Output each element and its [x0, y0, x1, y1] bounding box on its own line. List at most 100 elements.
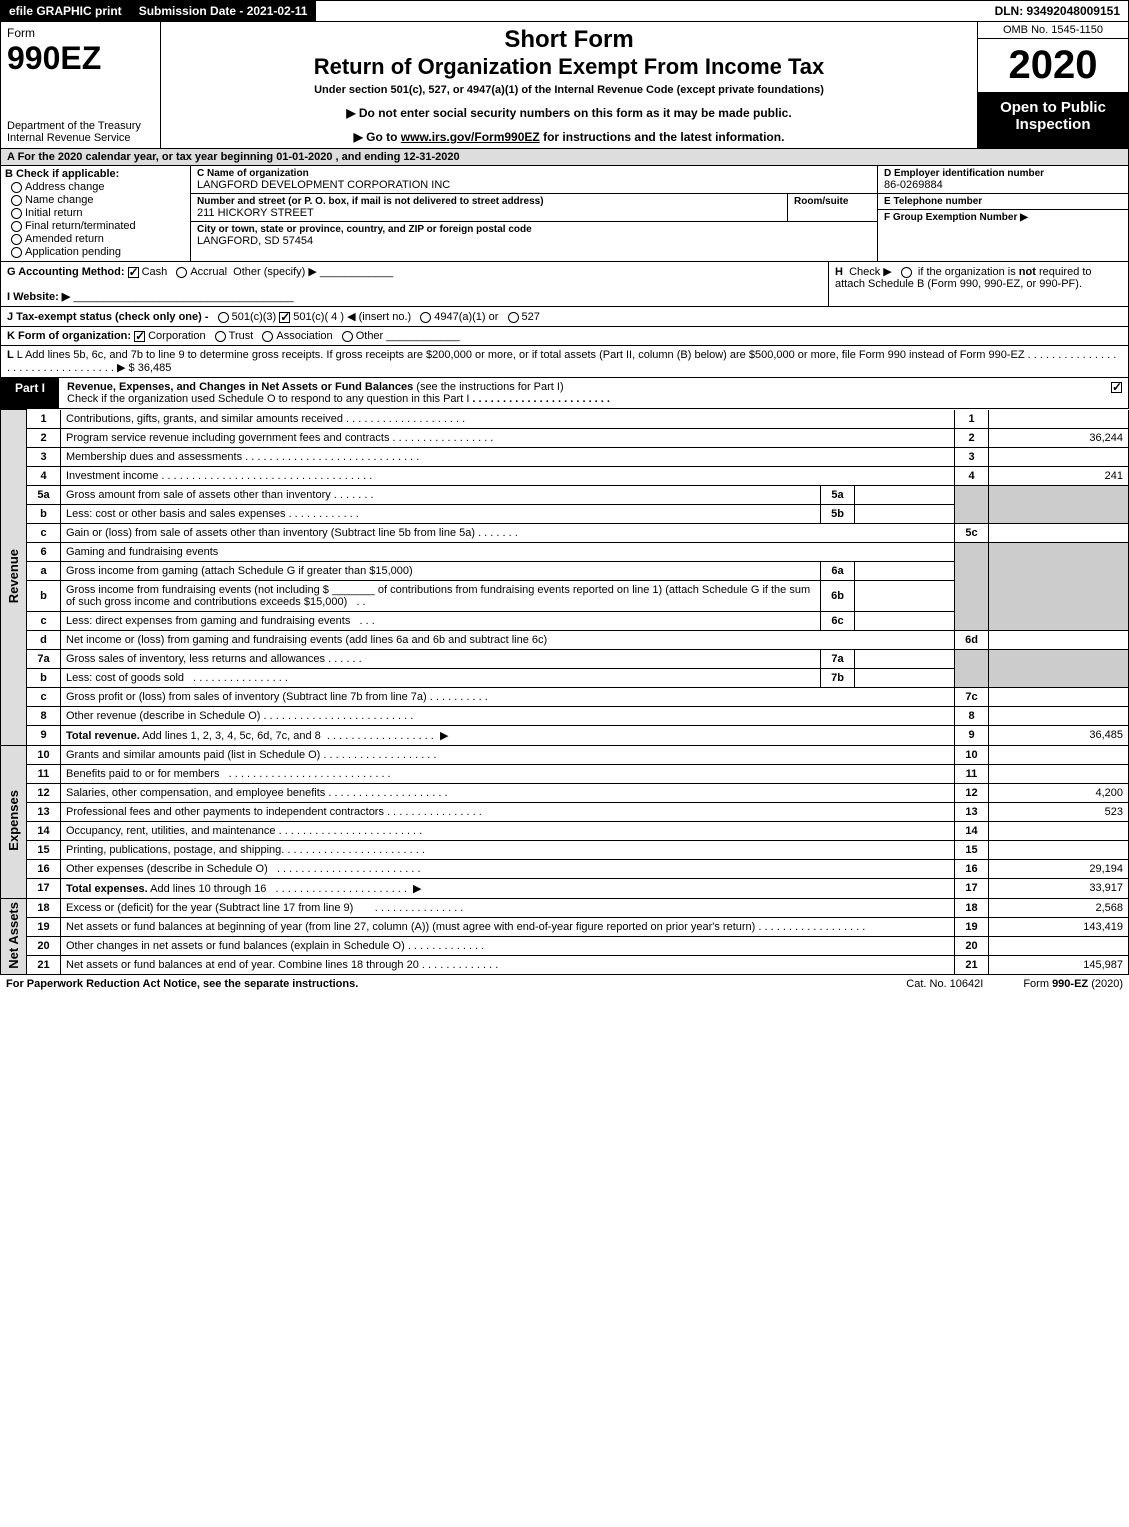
section-c: C Name of organization LANGFORD DEVELOPM…: [191, 166, 878, 261]
line11-num: 11: [27, 764, 61, 783]
line6c-sub: 6c: [821, 611, 855, 630]
assoc-checkbox[interactable]: [262, 331, 273, 342]
gross-receipts: ▶ $ 36,485: [117, 362, 171, 374]
line8-desc: Other revenue (describe in Schedule O) .…: [61, 706, 955, 725]
name-change-label: Name change: [25, 194, 94, 206]
line13-desc: Professional fees and other payments to …: [61, 802, 955, 821]
city-value: LANGFORD, SD 57454: [197, 235, 871, 247]
line6b-desc: Gross income from fundraising events (no…: [61, 580, 821, 611]
form-org-label: K Form of organization:: [7, 330, 131, 342]
line6b-sub: 6b: [821, 580, 855, 611]
cat-no: Cat. No. 10642I: [906, 978, 983, 990]
line17-num: 17: [27, 878, 61, 898]
website-label: I Website: ▶: [7, 291, 70, 303]
527-checkbox[interactable]: [508, 312, 519, 323]
line11-desc: Benefits paid to or for members . . . . …: [61, 764, 955, 783]
line16-ref: 16: [955, 859, 989, 878]
line6c-subval: [855, 611, 955, 630]
part1-check-line: Check if the organization used Schedule …: [67, 393, 469, 405]
line21-val: 145,987: [989, 956, 1129, 975]
schedule-b-checkbox[interactable]: [901, 267, 912, 278]
4947-label: 4947(a)(1) or: [434, 311, 498, 323]
header-right: OMB No. 1545-1150 2020 Open to Public In…: [978, 22, 1128, 148]
instructions-link-line: ▶ Go to www.irs.gov/Form990EZ for instru…: [169, 130, 969, 144]
line5c-ref: 5c: [955, 523, 989, 542]
line16-desc: Other expenses (describe in Schedule O) …: [61, 859, 955, 878]
part1-header-row: Part I Revenue, Expenses, and Changes in…: [0, 378, 1129, 409]
line12-desc: Salaries, other compensation, and employ…: [61, 783, 955, 802]
ssn-warning: ▶ Do not enter social security numbers o…: [169, 106, 969, 120]
line6c-num: c: [27, 611, 61, 630]
line3-desc: Membership dues and assessments . . . . …: [61, 447, 955, 466]
form-word: Form: [7, 26, 154, 40]
form-header: Form 990EZ Department of the Treasury In…: [0, 22, 1129, 149]
section-j: J Tax-exempt status (check only one) - 5…: [0, 307, 1129, 327]
cash-label: Cash: [142, 266, 168, 278]
line21-desc: Net assets or fund balances at end of ye…: [61, 956, 955, 975]
initial-return-checkbox[interactable]: [11, 208, 22, 219]
line5c-desc: Gain or (loss) from sale of assets other…: [61, 523, 955, 542]
line18-ref: 18: [955, 898, 989, 917]
line1-ref: 1: [955, 410, 989, 429]
corp-checkbox[interactable]: [134, 331, 145, 342]
addr-change-checkbox[interactable]: [11, 182, 22, 193]
trust-checkbox[interactable]: [215, 331, 226, 342]
topbar-spacer: [316, 1, 986, 21]
501c3-checkbox[interactable]: [218, 312, 229, 323]
org-name-label: C Name of organization: [197, 168, 871, 179]
line5-shade: [955, 485, 989, 523]
line9-val: 36,485: [989, 725, 1129, 745]
line11-ref: 11: [955, 764, 989, 783]
527-label: 527: [522, 311, 540, 323]
phone-label: E Telephone number: [884, 196, 1122, 207]
other-method-label: Other (specify) ▶: [233, 266, 317, 278]
app-pending-label: Application pending: [25, 246, 121, 258]
accrual-checkbox[interactable]: [176, 267, 187, 278]
4947-checkbox[interactable]: [420, 312, 431, 323]
line17-desc: Total expenses. Add lines 10 through 16 …: [61, 878, 955, 898]
submission-date: Submission Date - 2021-02-11: [131, 1, 317, 21]
line6a-num: a: [27, 561, 61, 580]
line6-shade-val: [989, 542, 1129, 630]
street-value: 211 HICKORY STREET: [197, 207, 781, 219]
name-change-checkbox[interactable]: [11, 195, 22, 206]
line2-val: 36,244: [989, 428, 1129, 447]
tax-year: 2020: [978, 39, 1128, 93]
app-pending-checkbox[interactable]: [11, 247, 22, 258]
section-gh: G Accounting Method: Cash Accrual Other …: [0, 262, 1129, 307]
501c-checkbox[interactable]: [279, 312, 290, 323]
ein-value: 86-0269884: [884, 179, 1122, 191]
line1-val: [989, 410, 1129, 429]
line5b-desc: Less: cost or other basis and sales expe…: [61, 504, 821, 523]
form-number: 990EZ: [7, 40, 154, 77]
ein-label: D Employer identification number: [884, 168, 1122, 179]
accrual-label: Accrual: [190, 266, 227, 278]
section-k: K Form of organization: Corporation Trus…: [0, 327, 1129, 346]
line10-val: [989, 745, 1129, 764]
open-inspection: Open to Public Inspection: [978, 93, 1128, 148]
section-b: B Check if applicable: Address change Na…: [1, 166, 191, 261]
form-ref: Form 990-EZ (2020): [1023, 978, 1123, 990]
line15-desc: Printing, publications, postage, and shi…: [61, 840, 955, 859]
schedule-o-checkbox[interactable]: [1111, 382, 1122, 393]
line3-val: [989, 447, 1129, 466]
line21-num: 21: [27, 956, 61, 975]
amended-return-checkbox[interactable]: [11, 234, 22, 245]
other-org-checkbox[interactable]: [342, 331, 353, 342]
line7b-num: b: [27, 668, 61, 687]
final-return-checkbox[interactable]: [11, 221, 22, 232]
line5b-subval: [855, 504, 955, 523]
line20-ref: 20: [955, 936, 989, 955]
short-form-title: Short Form: [169, 26, 969, 54]
line6d-ref: 6d: [955, 630, 989, 649]
line5b-num: b: [27, 504, 61, 523]
line15-ref: 15: [955, 840, 989, 859]
section-l-text: L Add lines 5b, 6c, and 7b to line 9 to …: [17, 349, 1025, 361]
header-center: Short Form Return of Organization Exempt…: [161, 22, 978, 148]
line7a-num: 7a: [27, 649, 61, 668]
irs-link[interactable]: www.irs.gov/Form990EZ: [401, 130, 540, 144]
cash-checkbox[interactable]: [128, 267, 139, 278]
part1-checkbox-cell: [1108, 378, 1128, 408]
section-h-text: H Check ▶ if the organization is not req…: [835, 266, 1092, 290]
line4-ref: 4: [955, 466, 989, 485]
